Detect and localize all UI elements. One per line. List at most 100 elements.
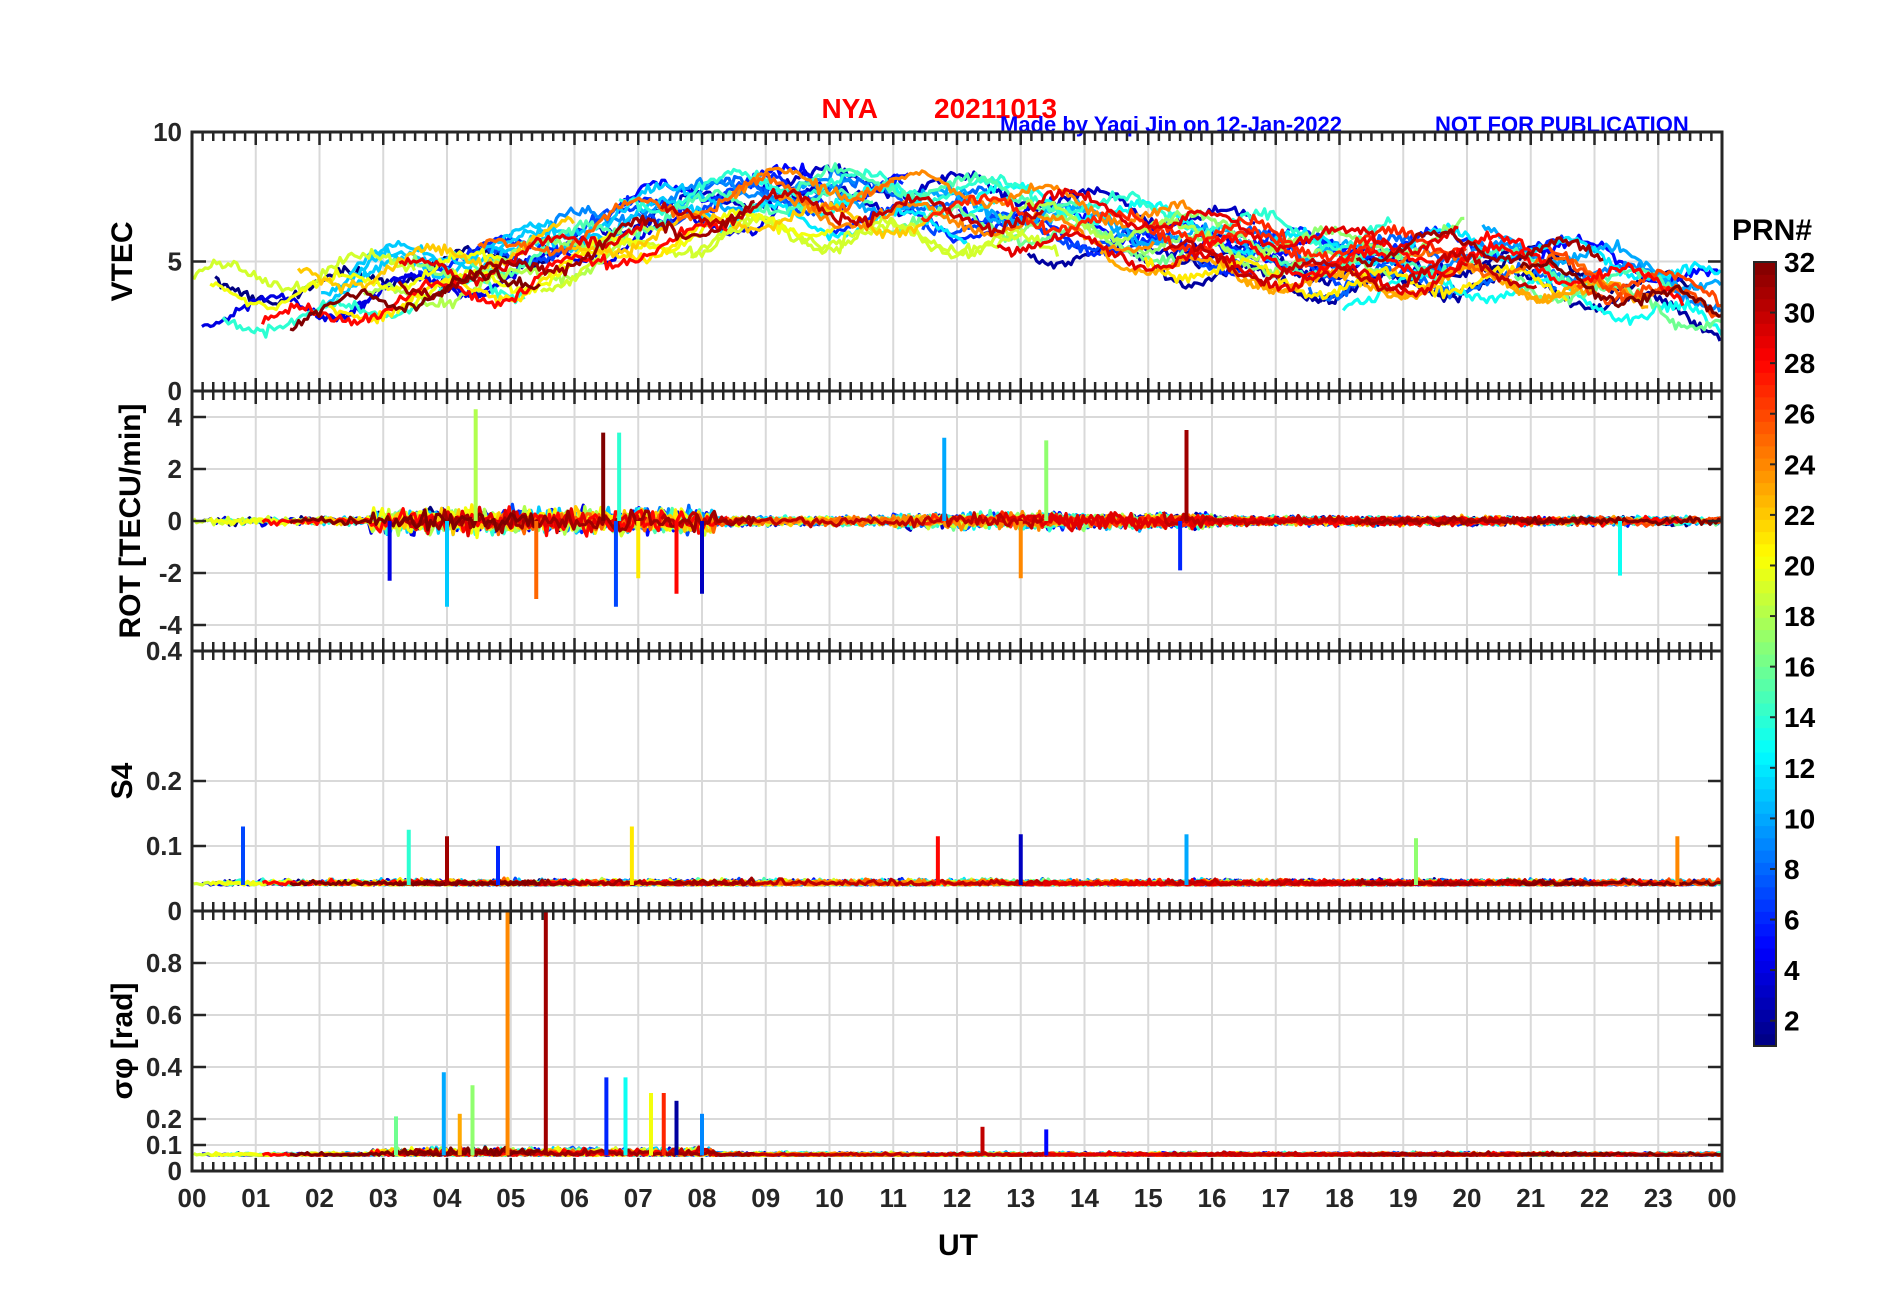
y-tick-label: -4	[159, 610, 183, 640]
y-axis-label: VTEC	[106, 221, 139, 301]
x-tick-label: 19	[1389, 1183, 1418, 1213]
panel-rot: -4 -2 0 2 4 ROT [TECU/min]	[114, 389, 1724, 653]
colorbar-segment	[1754, 482, 1776, 496]
colorbar-segment	[1754, 727, 1776, 741]
colorbar-tick-label: 14	[1784, 702, 1816, 733]
colorbar-segment	[1754, 347, 1776, 361]
colorbar-segment	[1754, 935, 1776, 949]
series-line-prn-10	[931, 189, 1411, 269]
y-tick-label: 2	[168, 454, 182, 484]
series-line-prn-28	[1188, 234, 1685, 307]
colorbar-segment	[1754, 997, 1776, 1010]
series-line-prn-26	[1547, 245, 1722, 308]
date-title: 20211013	[934, 93, 1057, 124]
series-line-prn-32	[289, 267, 541, 332]
colorbar-segment	[1754, 874, 1776, 888]
x-tick-label: 01	[241, 1183, 270, 1213]
series-line-prn-25	[477, 172, 895, 257]
colorbar-segment	[1754, 801, 1776, 814]
series-line-prn-32	[1520, 877, 1722, 887]
y-axis-label: ROT [TECU/min]	[114, 404, 147, 639]
y-tick-label: 0	[168, 1156, 182, 1186]
colorbar-segment	[1754, 409, 1776, 422]
colorbar-segment	[1754, 923, 1776, 937]
y-tick-label: 0	[168, 376, 182, 406]
series-line-prn-31	[1355, 515, 1605, 526]
colorbar-segment	[1754, 776, 1776, 790]
colorbar-segment	[1754, 286, 1776, 300]
colorbar-segment	[1754, 654, 1776, 667]
x-tick-label: 21	[1516, 1183, 1545, 1213]
colorbar-segment	[1754, 1021, 1776, 1035]
colorbar-segment	[1754, 886, 1776, 900]
series-group	[192, 409, 1722, 607]
series-line-prn-11	[348, 181, 723, 276]
colorbar-segment	[1754, 984, 1776, 998]
colorbar-segment	[1754, 323, 1776, 337]
series-line-prn-32	[290, 1145, 540, 1158]
y-tick-label: -2	[159, 558, 182, 588]
x-tick-label: 22	[1580, 1183, 1609, 1213]
colorbar-segment	[1754, 592, 1776, 606]
colorbar-segment	[1754, 911, 1776, 925]
panel-s4: 0 0.1 0.2 0.4 S4	[106, 636, 1724, 926]
colorbar-segment	[1754, 531, 1776, 545]
x-tick-label: 14	[1070, 1183, 1099, 1213]
series-line-prn-32	[1520, 1150, 1722, 1158]
series-line-prn-21	[327, 219, 714, 325]
series-line-prn-24	[731, 166, 1202, 229]
series-group	[193, 826, 1722, 887]
colorbar-segment	[1754, 494, 1776, 508]
colorbar-tick-label: 20	[1784, 550, 1815, 581]
colorbar-segment	[1754, 507, 1776, 520]
colorbar-tick-label: 12	[1784, 753, 1815, 784]
colorbar-segment	[1754, 972, 1776, 986]
colorbar-frame	[1753, 261, 1777, 1047]
colorbar-segment	[1754, 690, 1776, 704]
colorbar-segment	[1754, 715, 1776, 729]
colorbar-segment	[1754, 556, 1776, 569]
colorbar-segment	[1754, 678, 1776, 692]
series-line-prn-16	[878, 203, 1191, 266]
y-tick-label: 0.2	[146, 766, 182, 796]
series-line-prn-30	[1163, 238, 1538, 292]
colorbar-segment	[1754, 421, 1776, 435]
colorbar-tick-label: 6	[1784, 905, 1800, 936]
series-line-prn-30	[660, 877, 1044, 887]
colorbar-segment	[1754, 764, 1776, 778]
y-tick-label: 0.4	[146, 1052, 183, 1082]
colorbar-segment	[1754, 862, 1776, 876]
colorbar-segment	[1754, 1033, 1776, 1047]
x-tick-label: 05	[496, 1183, 525, 1213]
colorbar-segment	[1754, 458, 1776, 471]
x-axis-label: UT	[938, 1229, 978, 1262]
x-tick-label: 23	[1644, 1183, 1673, 1213]
colorbar-segment	[1754, 605, 1776, 618]
colorbar-tick-label: 2	[1784, 1006, 1800, 1037]
colorbar-segment	[1754, 311, 1776, 324]
series-line-prn-17	[388, 226, 624, 285]
series-line-prn-28	[261, 220, 728, 327]
colorbar-segment	[1754, 666, 1776, 680]
colorbar-tick-label: 10	[1784, 803, 1815, 834]
x-tick-label: 00	[178, 1183, 207, 1213]
series-line-prn-11	[321, 224, 600, 297]
colorbar-segment	[1754, 470, 1776, 484]
series-group	[192, 162, 1722, 342]
x-tick-label: 09	[751, 1183, 780, 1213]
colorbar-segment	[1754, 850, 1776, 863]
y-tick-label: 0	[168, 896, 182, 926]
colorbar-segment	[1754, 703, 1776, 716]
colorbar-label: PRN#	[1732, 214, 1812, 247]
colorbar-tick-label: 32	[1784, 247, 1815, 278]
colorbar-segment	[1754, 568, 1776, 582]
x-tick-label: 13	[1006, 1183, 1035, 1213]
colorbar-segment	[1754, 360, 1776, 373]
series-line-prn-31	[1355, 228, 1604, 268]
y-tick-label: 10	[153, 117, 182, 147]
colorbar-tick-label: 26	[1784, 399, 1815, 430]
colorbar-segment	[1754, 788, 1776, 802]
x-tick-label: 08	[688, 1183, 717, 1213]
y-tick-label: 0.4	[146, 636, 183, 666]
